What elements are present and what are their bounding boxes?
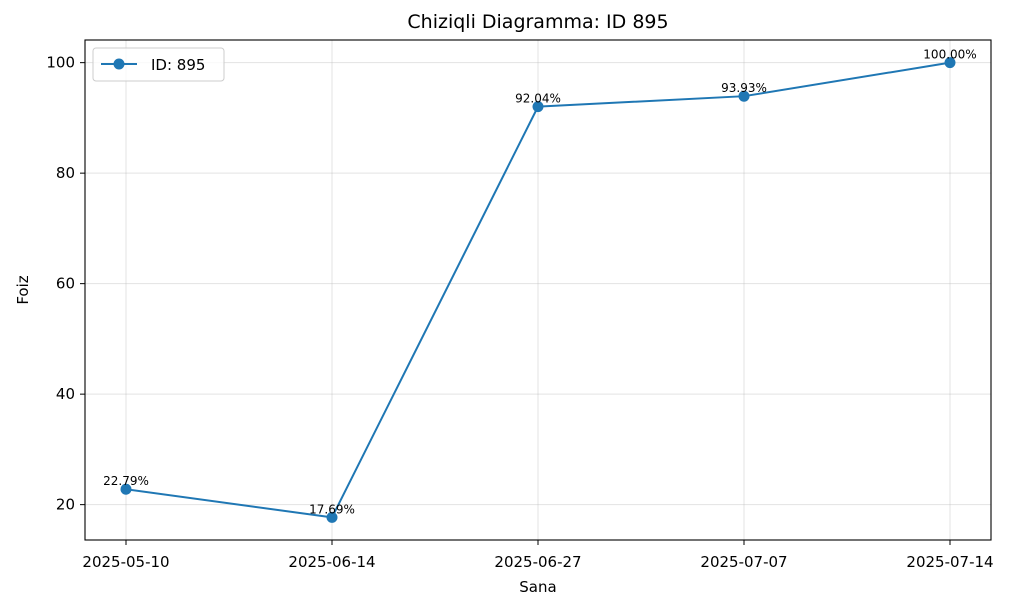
legend-entry-label: ID: 895 (151, 56, 205, 74)
y-axis-label: Foiz (14, 275, 32, 304)
x-tick-label: 2025-05-10 (82, 553, 169, 571)
chart-title: Chiziqli Diagramma: ID 895 (407, 11, 668, 33)
data-point (944, 57, 956, 69)
data-point (326, 511, 338, 523)
legend-marker (113, 58, 125, 70)
data-label: 17.69% (309, 502, 355, 516)
x-axis-label: Sana (519, 578, 556, 596)
y-tick-label: 80 (56, 164, 75, 182)
data-label: 93.93% (721, 81, 767, 95)
data-label: 92.04% (515, 92, 561, 106)
x-tick-label: 2025-06-14 (288, 553, 375, 571)
data-labels: 22.79% 17.69% 92.04% 93.93% 100.00% (103, 48, 977, 517)
y-tick-label: 40 (56, 385, 75, 403)
data-point (120, 483, 132, 495)
x-tick-label: 2025-07-07 (700, 553, 787, 571)
y-tick-label: 100 (46, 54, 75, 72)
legend: ID: 895 (92, 47, 225, 82)
y-tick-label: 20 (56, 496, 75, 514)
x-tick-label: 2025-07-14 (906, 553, 993, 571)
x-axis-ticks: 2025-05-10 2025-06-14 2025-06-27 2025-07-07… (82, 540, 994, 571)
data-points (120, 57, 956, 523)
y-tick-label: 60 (56, 275, 75, 293)
x-tick-label: 2025-06-27 (494, 553, 581, 571)
legend-box (92, 47, 225, 82)
data-point (532, 101, 544, 113)
data-point (738, 90, 750, 102)
y-axis-ticks: 20 40 60 80 100 (46, 54, 85, 514)
data-label: 100.00% (923, 48, 976, 62)
data-label: 22.79% (103, 474, 149, 488)
